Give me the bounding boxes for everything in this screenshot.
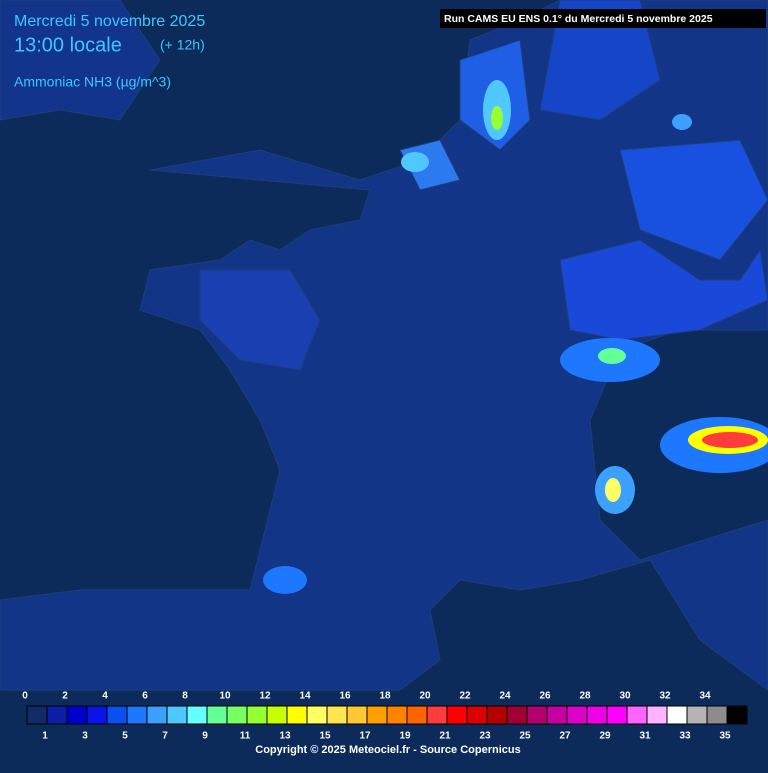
- offset: (+ 12h): [160, 37, 205, 53]
- legend-swatch: [426, 705, 448, 725]
- legend-tick-label: 12: [259, 691, 271, 702]
- legend-tick-label: 3: [82, 731, 88, 742]
- legend-swatch: [346, 705, 368, 725]
- legend-swatch: [506, 705, 528, 725]
- legend-swatch: [606, 705, 628, 725]
- legend: 0123456789101112131415161718192021222324…: [22, 691, 748, 742]
- legend-tick-label: 24: [499, 691, 511, 702]
- legend-tick-label: 35: [719, 731, 731, 742]
- legend-swatch: [106, 705, 128, 725]
- legend-swatch: [526, 705, 548, 725]
- legend-tick-label: 23: [479, 731, 491, 742]
- legend-swatch: [406, 705, 428, 725]
- legend-tick-label: 15: [319, 731, 331, 742]
- legend-tick-label: 9: [202, 731, 208, 742]
- legend-tick-label: 31: [639, 731, 651, 742]
- legend-tick-label: 8: [182, 691, 188, 702]
- legend-swatch: [146, 705, 168, 725]
- legend-swatch: [486, 705, 508, 725]
- legend-tick-label: 17: [359, 731, 371, 742]
- land: [0, 0, 768, 691]
- legend-tick-label: 19: [399, 731, 411, 742]
- legend-tick-label: 33: [679, 731, 691, 742]
- legend-tick-label: 27: [559, 731, 571, 742]
- legend-tick-label: 20: [419, 691, 431, 702]
- legend-swatch: [306, 705, 328, 725]
- legend-tick-label: 4: [102, 691, 108, 702]
- legend-tick-label: 16: [339, 691, 351, 702]
- legend-swatch: [686, 705, 708, 725]
- legend-swatch: [286, 705, 308, 725]
- legend-swatch: [586, 705, 608, 725]
- legend-swatch: [166, 705, 188, 725]
- legend-tick-label: 13: [279, 731, 291, 742]
- legend-swatch: [386, 705, 408, 725]
- run-banner: [440, 9, 766, 28]
- run-info: Run CAMS EU ENS 0.1° du Mercredi 5 novem…: [444, 13, 713, 25]
- legend-swatch: [726, 705, 748, 725]
- variable: Ammoniac NH3 (µg/m^3): [14, 74, 171, 90]
- legend-tick-label: 32: [659, 691, 671, 702]
- legend-swatch: [626, 705, 648, 725]
- legend-tick-label: 6: [142, 691, 148, 702]
- legend-tick-label: 10: [219, 691, 231, 702]
- legend-swatch: [126, 705, 148, 725]
- legend-swatch: [226, 705, 248, 725]
- legend-tick-label: 0: [22, 691, 28, 702]
- legend-swatch: [66, 705, 88, 725]
- legend-tick-label: 22: [459, 691, 471, 702]
- legend-swatch: [466, 705, 488, 725]
- legend-swatch: [26, 705, 48, 725]
- legend-tick-label: 7: [162, 731, 168, 742]
- legend-swatch: [86, 705, 108, 725]
- legend-tick-label: 28: [579, 691, 591, 702]
- legend-swatch: [326, 705, 348, 725]
- legend-tick-label: 21: [439, 731, 451, 742]
- legend-swatch: [266, 705, 288, 725]
- legend-tick-label: 5: [122, 731, 128, 742]
- legend-swatch: [646, 705, 668, 725]
- legend-swatch: [566, 705, 588, 725]
- copyright: Copyright © 2025 Meteociel.fr - Source C…: [255, 744, 520, 756]
- legend-swatch: [706, 705, 728, 725]
- legend-swatch: [206, 705, 228, 725]
- legend-swatch: [666, 705, 688, 725]
- legend-tick-label: 2: [62, 691, 68, 702]
- legend-tick-label: 14: [299, 691, 311, 702]
- legend-tick-label: 11: [240, 731, 251, 742]
- time: 13:00 locale: [14, 34, 122, 56]
- legend-swatch: [186, 705, 208, 725]
- legend-swatch: [546, 705, 568, 725]
- date: Mercredi 5 novembre 2025: [14, 13, 205, 30]
- legend-tick-label: 18: [379, 691, 391, 702]
- legend-tick-label: 1: [42, 731, 48, 742]
- legend-tick-label: 30: [619, 691, 631, 702]
- legend-tick-label: 25: [519, 731, 531, 742]
- header: Mercredi 5 novembre 2025 13:00 locale (+…: [14, 9, 766, 90]
- legend-tick-label: 26: [539, 691, 551, 702]
- legend-swatch: [46, 705, 68, 725]
- legend-tick-label: 34: [699, 691, 711, 702]
- concentration-hotspots: [263, 80, 768, 594]
- legend-swatch: [246, 705, 268, 725]
- legend-swatch: [446, 705, 468, 725]
- legend-tick-label: 29: [599, 731, 611, 742]
- legend-swatch: [366, 705, 388, 725]
